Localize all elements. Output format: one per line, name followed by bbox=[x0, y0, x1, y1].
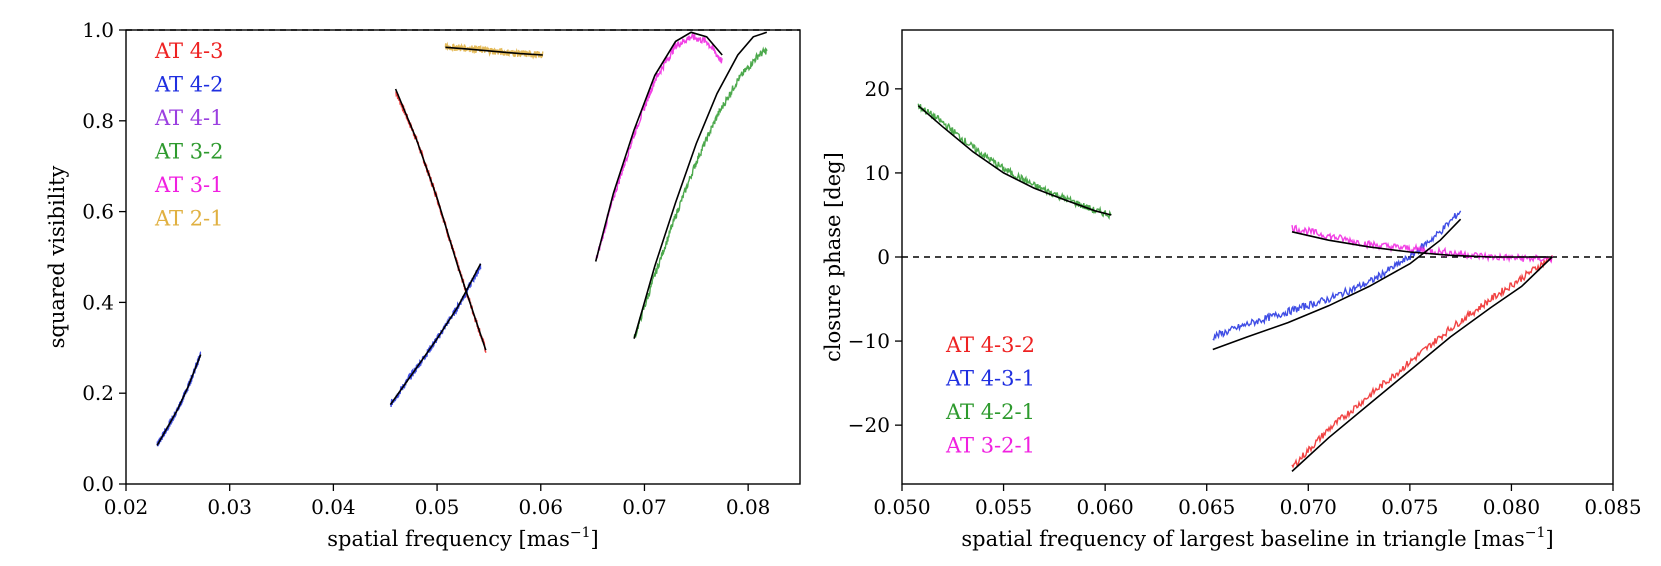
model-curve-3 bbox=[1291, 231, 1553, 258]
model-curve-2 bbox=[389, 263, 482, 406]
y-tick-label: 10 bbox=[865, 161, 890, 185]
y-tick-label: −20 bbox=[848, 413, 890, 437]
legend-entry-at-4-3-2: AT 4-3-2 bbox=[945, 333, 1035, 357]
x-tick-label: 0.050 bbox=[873, 495, 930, 519]
x-axis-label: spatial frequency of largest baseline in… bbox=[961, 525, 1553, 551]
x-tick-label: 0.07 bbox=[622, 495, 667, 519]
legend-entry-at-4-2-1: AT 4-2-1 bbox=[945, 400, 1035, 424]
x-tick-label: 0.02 bbox=[104, 495, 149, 519]
legend-entry-at-2-1: AT 2-1 bbox=[154, 207, 224, 231]
x-tick-label: 0.065 bbox=[1178, 495, 1235, 519]
legend-entry-at-4-3: AT 4-3 bbox=[154, 39, 224, 63]
legend-entry-at-3-1: AT 3-1 bbox=[154, 173, 224, 197]
x-axis-label: spatial frequency [mas−1] bbox=[327, 525, 599, 551]
x-tick-label: 0.055 bbox=[975, 495, 1032, 519]
y-tick-label: 0 bbox=[877, 245, 890, 269]
series-line-at-4-3-2-0 bbox=[1291, 255, 1553, 469]
model-curve-1 bbox=[1212, 218, 1462, 351]
plot-frame bbox=[125, 29, 801, 485]
model-curve-4 bbox=[594, 31, 723, 262]
x-tick-label: 0.06 bbox=[519, 495, 564, 519]
y-tick-label: 0.2 bbox=[82, 381, 114, 405]
x-tick-label: 0.04 bbox=[311, 495, 356, 519]
left-chart-panel: 0.02 0.03 0.04 0.05 0.06 0.07 0.08 0.0 0.2 0.4 0.6… bbox=[45, 18, 801, 551]
series-line-at-3-2-1-0 bbox=[1291, 224, 1553, 264]
series-line-at-4-3-1-0 bbox=[1212, 210, 1462, 341]
legend-entry-at-3-2-1: AT 3-2-1 bbox=[945, 434, 1035, 458]
y-axis-label: closure phase [deg] bbox=[821, 152, 845, 362]
model-curve-3 bbox=[445, 46, 543, 56]
series-line-at-4-2-1-0 bbox=[917, 103, 1112, 220]
series-line-at-4-3-0 bbox=[395, 90, 487, 353]
y-tick-label: 0.8 bbox=[82, 109, 114, 133]
x-tick-label: 0.05 bbox=[415, 495, 460, 519]
y-tick-label: −10 bbox=[848, 329, 890, 353]
x-tick-label: 0.03 bbox=[207, 495, 252, 519]
x-tick-label: 0.085 bbox=[1584, 495, 1641, 519]
y-tick-label: 1.0 bbox=[82, 18, 114, 42]
right-chart-panel: 0.050 0.055 0.060 0.065 0.070 0.075 0.080 0.085… bbox=[821, 29, 1642, 551]
model-curve-0 bbox=[156, 354, 202, 446]
legend-entry-at-4-1: AT 4-1 bbox=[154, 106, 224, 130]
legend-entry-at-4-3-1: AT 4-3-1 bbox=[945, 367, 1035, 391]
y-tick-label: 20 bbox=[865, 77, 890, 101]
legend-entry-at-3-2: AT 3-2 bbox=[154, 140, 224, 164]
model-curve-1 bbox=[394, 88, 487, 351]
x-tick-label: 0.08 bbox=[726, 495, 771, 519]
series-line-at-4-2-0 bbox=[156, 351, 202, 447]
y-axis-label: squared visibility bbox=[45, 165, 69, 348]
x-tick-label: 0.060 bbox=[1077, 495, 1134, 519]
x-tick-label: 0.080 bbox=[1483, 495, 1540, 519]
model-curve-5 bbox=[633, 31, 768, 339]
x-tick-label: 0.075 bbox=[1381, 495, 1438, 519]
legend-entry-at-4-2: AT 4-2 bbox=[154, 73, 224, 97]
y-tick-label: 0.4 bbox=[82, 290, 114, 314]
model-curve-0 bbox=[917, 105, 1112, 216]
model-curve-2 bbox=[1291, 256, 1553, 472]
series-line-at-3-1-0 bbox=[595, 31, 723, 261]
y-tick-label: 0.0 bbox=[82, 472, 114, 496]
series-line-at-3-2-0 bbox=[633, 46, 768, 338]
x-tick-label: 0.070 bbox=[1280, 495, 1337, 519]
y-tick-label: 0.6 bbox=[82, 200, 114, 224]
